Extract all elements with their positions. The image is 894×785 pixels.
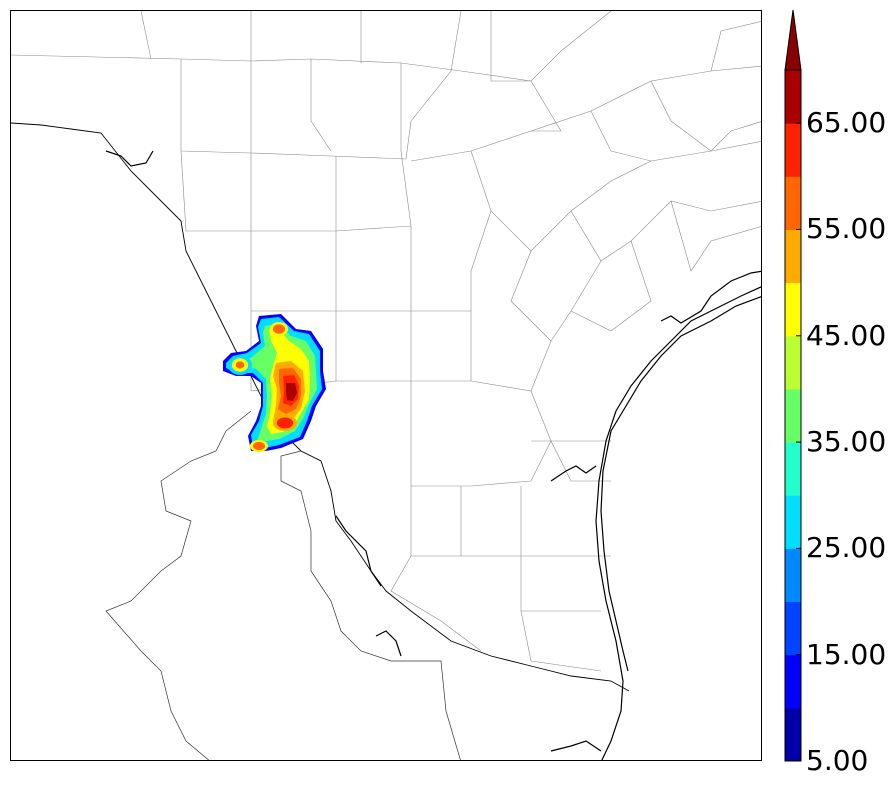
mexico-state-boundary: [105, 410, 461, 760]
colorbar-segment: [785, 70, 801, 124]
map-panel: [10, 10, 762, 761]
reflectivity-contours: [223, 314, 326, 452]
colorbar-tick-label: 35.00: [806, 425, 887, 459]
colorbar-segment: [785, 388, 801, 443]
colorbar-segment: [785, 123, 801, 177]
county-boundaries: [11, 11, 761, 672]
storm-contour: [276, 417, 294, 429]
colorbar-segment: [785, 654, 801, 709]
colorbar-segment: [785, 495, 801, 549]
colorbar-tick-label: 65.00: [806, 106, 887, 140]
storm-contour: [252, 441, 266, 451]
colorbar-segment: [785, 229, 801, 284]
colorbar-segment: [785, 548, 801, 603]
colorbar-segment: [785, 442, 801, 496]
colorbar-segment: [785, 601, 801, 656]
colorbar-extend-arrow: [784, 9, 802, 71]
colorbar-tick-label: 45.00: [806, 318, 887, 352]
colorbar-tick-label: 15.00: [806, 637, 887, 671]
storm-contour: [286, 383, 297, 401]
colorbar-tick-label: 25.00: [806, 531, 887, 565]
storm-contour: [272, 324, 286, 334]
map-canvas: [11, 11, 761, 760]
colorbar-segment: [785, 176, 801, 230]
colorbar-tick-label: 55.00: [806, 212, 887, 246]
colorbar-tick-label: 5.00: [806, 744, 869, 777]
colorbar-segment: [785, 335, 801, 390]
coastline: [105, 150, 761, 760]
storm-contour: [235, 361, 245, 369]
colorbar-outline: [784, 69, 802, 762]
colorbar-segment: [785, 707, 801, 762]
colorbar-segment: [785, 282, 801, 337]
